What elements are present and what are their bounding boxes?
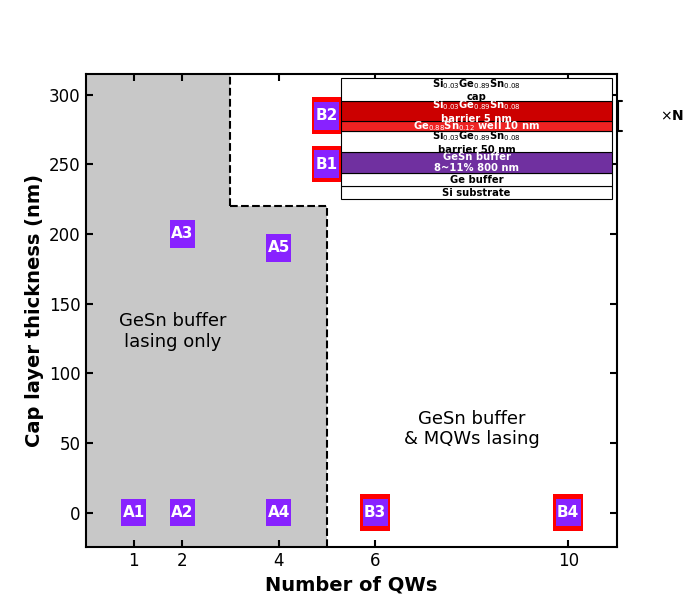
- Text: Ge buffer: Ge buffer: [450, 175, 503, 184]
- Bar: [362, 499, 388, 526]
- Bar: [341, 121, 612, 132]
- Bar: [556, 499, 581, 526]
- Bar: [266, 499, 291, 526]
- Text: A1: A1: [123, 505, 145, 520]
- Text: B1: B1: [316, 157, 338, 172]
- Text: GeSn buffer
& MQWs lasing: GeSn buffer & MQWs lasing: [404, 410, 540, 448]
- X-axis label: Number of QWs: Number of QWs: [265, 576, 437, 595]
- Text: Si substrate: Si substrate: [443, 188, 511, 197]
- Text: Si$_{0.03}$Ge$_{0.89}$Sn$_{0.08}$
cap: Si$_{0.03}$Ge$_{0.89}$Sn$_{0.08}$ cap: [432, 77, 521, 103]
- Text: GeSn buffer
lasing only: GeSn buffer lasing only: [119, 312, 226, 351]
- Text: A3: A3: [171, 226, 193, 242]
- Bar: [314, 101, 340, 130]
- Bar: [266, 234, 291, 262]
- Bar: [341, 132, 612, 153]
- Text: B4: B4: [557, 505, 580, 520]
- Y-axis label: Cap layer thickness (nm): Cap layer thickness (nm): [25, 174, 44, 447]
- Text: B3: B3: [364, 505, 386, 520]
- Text: GeSn buffer
8~11% 800 nm: GeSn buffer 8~11% 800 nm: [434, 152, 519, 173]
- Text: A5: A5: [267, 240, 290, 255]
- Bar: [341, 173, 612, 186]
- Bar: [86, 74, 230, 547]
- Bar: [341, 101, 612, 121]
- Text: Ge$_{0.88}$Sn$_{0.12}$ well 10 nm: Ge$_{0.88}$Sn$_{0.12}$ well 10 nm: [413, 119, 540, 133]
- Bar: [314, 151, 340, 178]
- Bar: [341, 78, 612, 101]
- Bar: [121, 499, 147, 526]
- Text: B2: B2: [316, 108, 338, 123]
- Bar: [170, 499, 195, 526]
- Bar: [312, 146, 342, 183]
- Bar: [170, 220, 195, 248]
- Bar: [341, 153, 612, 173]
- Text: Si$_{0.03}$Ge$_{0.89}$Sn$_{0.08}$
barrier 5 nm: Si$_{0.03}$Ge$_{0.89}$Sn$_{0.08}$ barrie…: [432, 98, 521, 124]
- Bar: [312, 97, 342, 133]
- Text: $\times$N: $\times$N: [660, 109, 684, 124]
- Bar: [230, 206, 327, 547]
- Bar: [553, 494, 583, 531]
- Text: A2: A2: [171, 505, 193, 520]
- Text: Si$_{0.03}$Ge$_{0.89}$Sn$_{0.08}$
barrier 50 nm: Si$_{0.03}$Ge$_{0.89}$Sn$_{0.08}$ barrie…: [432, 129, 521, 154]
- Text: A4: A4: [267, 505, 290, 520]
- Bar: [360, 494, 390, 531]
- Bar: [341, 186, 612, 199]
